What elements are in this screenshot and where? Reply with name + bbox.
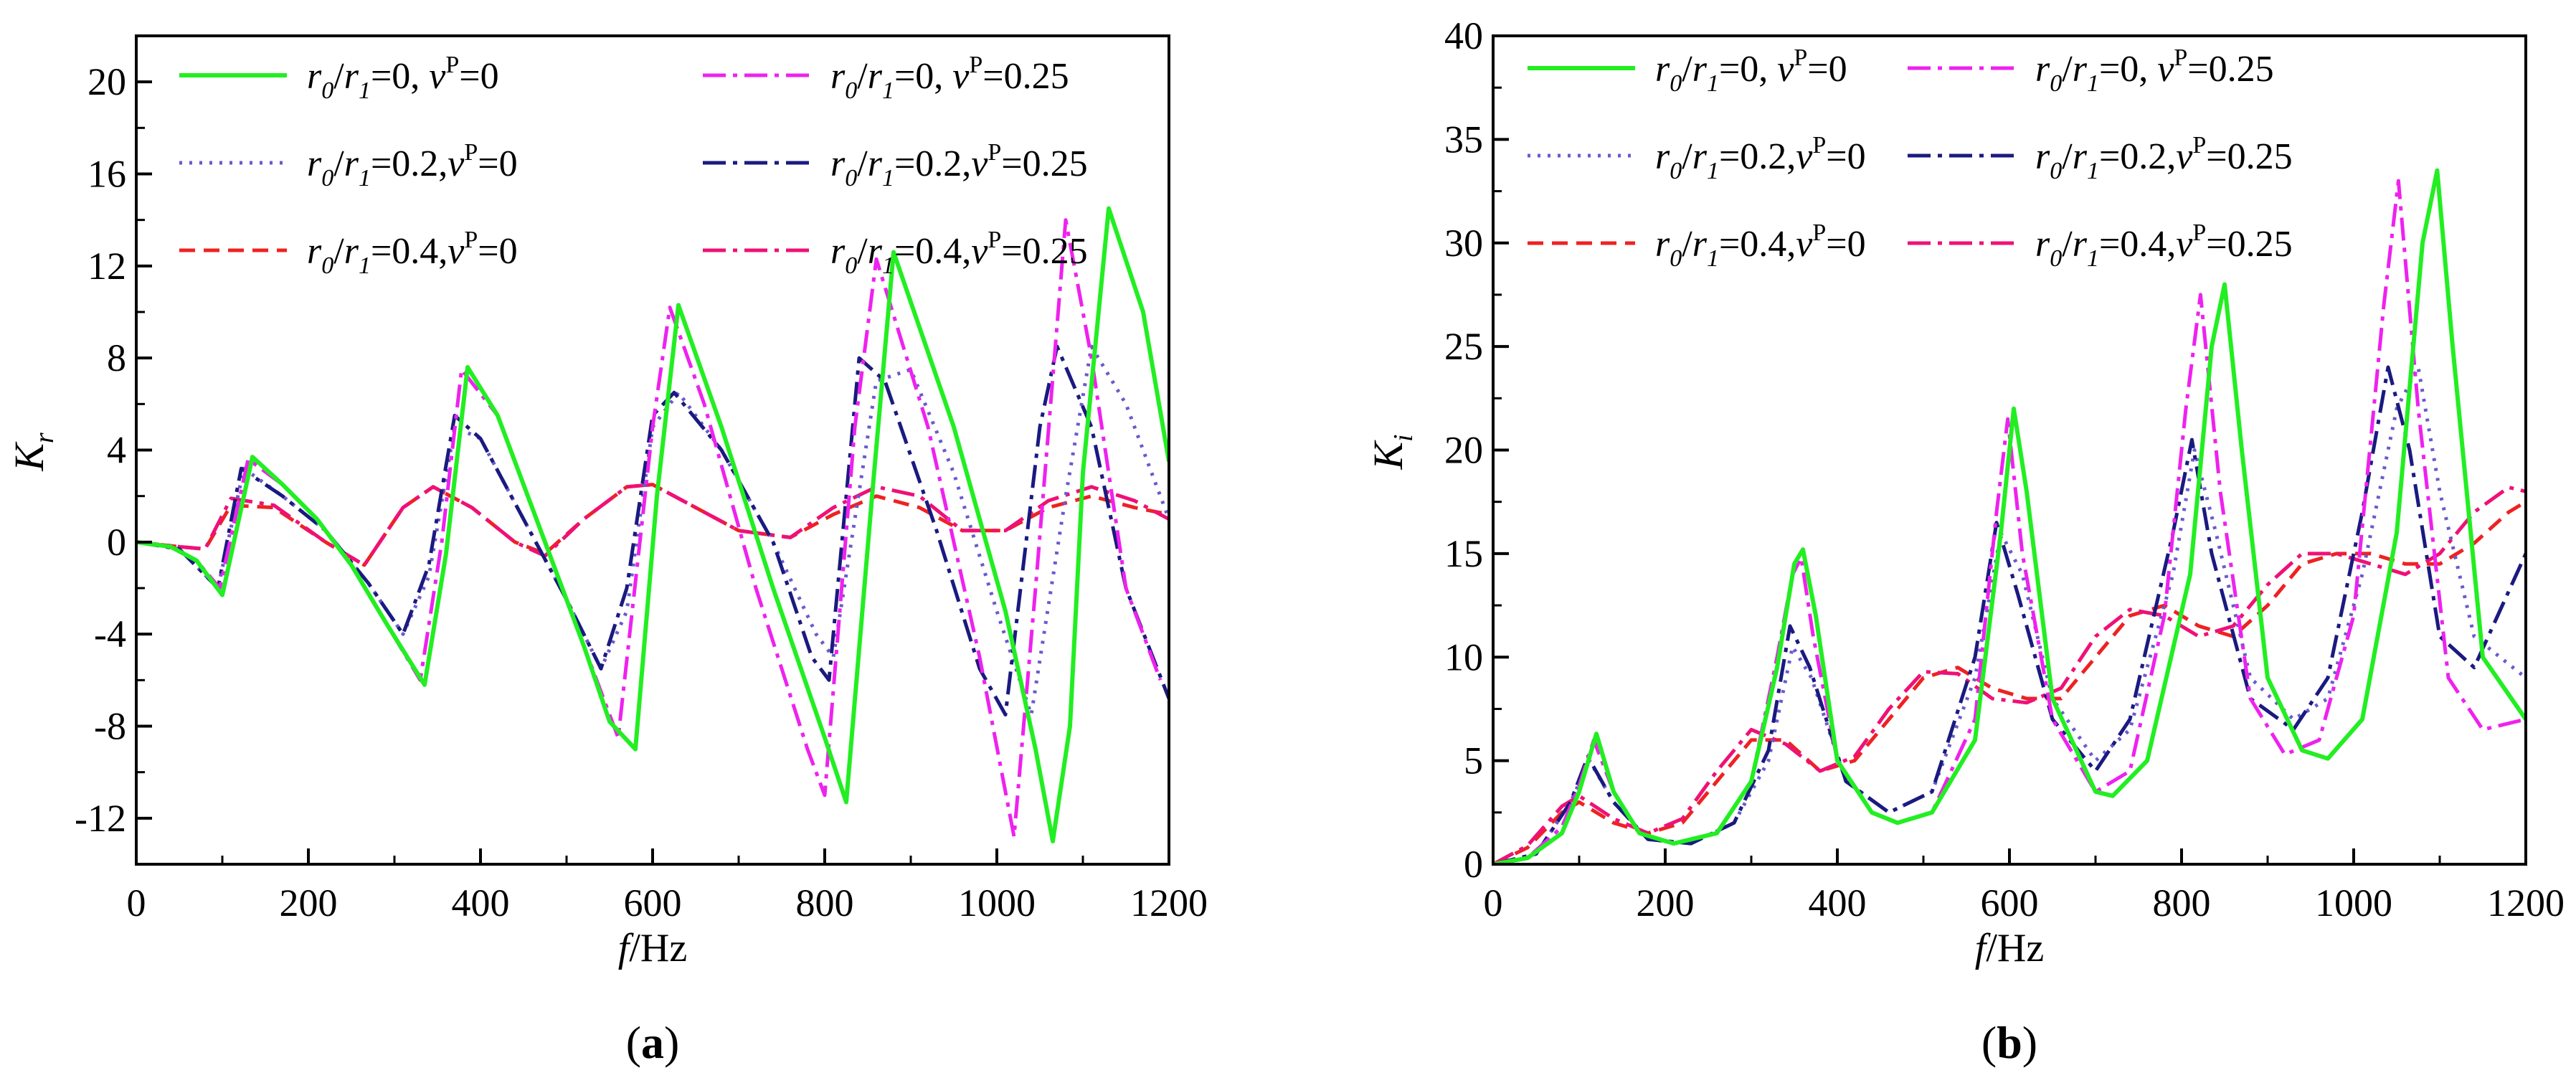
legend-item-r4_nu0: r0/r1=0.4,vP=0	[179, 227, 518, 279]
y-axis-label-a-main: K	[6, 441, 52, 472]
x-tick-label: 800	[796, 881, 854, 924]
x-tick-label: 1200	[1130, 881, 1208, 924]
series-line-r4_nu0	[136, 483, 1169, 567]
y-tick-labels-a: -12 -8 -4 0 4 8 12 16 20	[75, 60, 126, 840]
x-tick-label: 400	[1809, 881, 1867, 924]
plot-frame-a	[135, 34, 1170, 866]
y-tick-label: 30	[1444, 222, 1483, 265]
series-line-r4_nu0	[1493, 500, 2526, 864]
legend-item-r4_nu25: r0/r1=0.4,vP=0.25	[1908, 219, 2293, 272]
legend-label: r0/r1=0.2,vP=0.25	[2035, 132, 2293, 184]
x-tick-label: 1200	[2487, 881, 2565, 924]
x-axis-label-b: f/Hz	[1975, 926, 2044, 970]
y-tick-label: 0	[1464, 843, 1483, 886]
y-tick-label: 16	[87, 153, 126, 196]
legend-label: r0/r1=0.4,vP=0.25	[2035, 219, 2293, 272]
series-line-r0_nu0	[1493, 168, 2526, 864]
axis-ticks-a	[135, 80, 1170, 864]
panel-label-b: (b)	[1981, 1017, 2037, 1068]
legend-item-r2_nu25: r0/r1=0.2,vP=0.25	[1908, 132, 2293, 184]
y-tick-label: 40	[1444, 14, 1483, 57]
legend-label: r0/r1=0, vP=0	[1655, 44, 1847, 97]
y-tick-label: 12	[87, 245, 126, 288]
y-tick-label: -12	[75, 797, 126, 840]
panel-label-a-letter: a	[641, 1017, 664, 1068]
chart-panel-b: 0 200 400 600 800 1000 1200 0 5 10 15 20 25 30 35 40 f…	[1365, 14, 2565, 1068]
x-axis-label-a-unit: /Hz	[629, 926, 687, 970]
x-tick-label: 600	[624, 881, 682, 924]
x-tick-label: 1000	[958, 881, 1036, 924]
x-tick-label: 1000	[2315, 881, 2392, 924]
x-tick-label: 0	[1484, 881, 1503, 924]
legend-item-r0_nu0: r0/r1=0, vP=0	[1528, 44, 1847, 97]
x-tick-label: 200	[1637, 881, 1695, 924]
legend-label: r0/r1=0.2,vP=0	[307, 139, 518, 191]
legend-item-r2_nu0: r0/r1=0.2,vP=0	[1528, 132, 1866, 184]
x-tick-label: 800	[2153, 881, 2211, 924]
legend-label: r0/r1=0.4,vP=0	[307, 227, 518, 279]
legend-b: r0/r1=0, vP=0 r0/r1=0, vP=0.25 r0/r1=0.2,v…	[1528, 44, 2293, 272]
y-axis-label-a: Kr	[6, 432, 60, 472]
y-tick-label: 0	[107, 521, 126, 564]
y-tick-label: -4	[94, 612, 126, 656]
plot-frame-b	[1492, 34, 2527, 866]
series-line-r4_nu25	[1493, 486, 2526, 864]
y-tick-label: 35	[1444, 118, 1483, 161]
legend-label: r0/r1=0.2,vP=0.25	[830, 139, 1088, 191]
y-tick-label: 4	[107, 429, 126, 472]
y-tick-label: 25	[1444, 325, 1483, 368]
series-line-r0_nu25	[1493, 179, 2526, 864]
y-tick-label: 20	[87, 60, 126, 103]
legend-label: r0/r1=0, vP=0	[307, 52, 499, 104]
y-tick-label: 5	[1464, 739, 1483, 782]
x-tick-label: 600	[1981, 881, 2039, 924]
legend-label: r0/r1=0, vP=0.25	[830, 52, 1069, 104]
y-tick-label: -8	[94, 705, 126, 748]
x-tick-labels-b: 0 200 400 600 800 1000 1200	[1484, 881, 2565, 924]
plot-area-a	[136, 206, 1169, 843]
panel-label-b-letter: b	[1997, 1017, 2022, 1068]
x-tick-label: 200	[280, 881, 338, 924]
legend-a: r0/r1=0, vP=0 r0/r1=0, vP=0.25 r0/r1=0.2,v…	[179, 52, 1088, 279]
panel-label-a: (a)	[626, 1017, 680, 1068]
y-axis-label-b-main: K	[1365, 440, 1411, 470]
legend-label: r0/r1=0.4,vP=0	[1655, 219, 1866, 272]
y-axis-label-b: Ki	[1365, 434, 1419, 470]
x-axis-label-a: f/Hz	[618, 926, 687, 970]
y-tick-labels-b: 0 5 10 15 20 25 30 35 40	[1444, 14, 1483, 886]
x-tick-label: 400	[452, 881, 510, 924]
y-tick-label: 20	[1444, 429, 1483, 472]
legend-item-r4_nu0: r0/r1=0.4,vP=0	[1528, 219, 1866, 272]
y-axis-label-a-sub: r	[29, 432, 60, 443]
chart-panel-a: 0 200 400 600 800 1000 1200 -12 -8 -4 0 4 8 12 16 20 f…	[6, 34, 1208, 1068]
y-tick-label: 10	[1444, 635, 1483, 678]
x-axis-label-b-unit: /Hz	[1986, 926, 2044, 970]
y-tick-label: 15	[1444, 532, 1483, 575]
legend-item-r0_nu25: r0/r1=0, vP=0.25	[703, 52, 1069, 104]
y-axis-label-b-sub: i	[1388, 434, 1419, 442]
legend-item-r0_nu0: r0/r1=0, vP=0	[179, 52, 499, 104]
plot-area-b	[1493, 168, 2526, 864]
legend-label: r0/r1=0.4,vP=0.25	[830, 227, 1088, 279]
legend-label: r0/r1=0, vP=0.25	[2035, 44, 2274, 97]
legend-item-r2_nu25: r0/r1=0.2,vP=0.25	[703, 139, 1088, 191]
legend-label: r0/r1=0.2,vP=0	[1655, 132, 1866, 184]
x-tick-labels-a: 0 200 400 600 800 1000 1200	[127, 881, 1208, 924]
y-tick-label: 8	[107, 336, 126, 379]
legend-item-r4_nu25: r0/r1=0.4,vP=0.25	[703, 227, 1088, 279]
series-line-r0_nu0	[136, 206, 1169, 843]
legend-item-r0_nu25: r0/r1=0, vP=0.25	[1908, 44, 2274, 97]
legend-item-r2_nu0: r0/r1=0.2,vP=0	[179, 139, 518, 191]
x-tick-label: 0	[127, 881, 146, 924]
